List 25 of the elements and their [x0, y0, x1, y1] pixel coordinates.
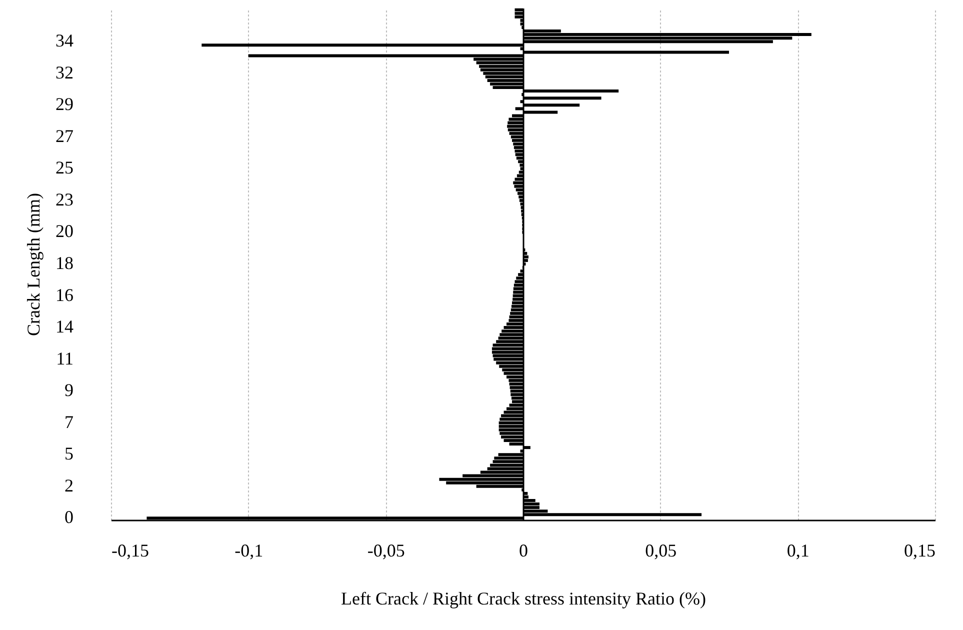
- y-tick-label: 11: [56, 348, 74, 368]
- y-tick-label: 5: [64, 444, 74, 464]
- x-tick-label: 0,15: [904, 540, 936, 560]
- x-tick-label: -0,05: [367, 540, 405, 560]
- y-tick-label: 34: [56, 30, 74, 51]
- x-tick-label: 0: [519, 540, 528, 560]
- y-axis-title: Crack Length (mm): [24, 193, 44, 336]
- y-tick-label: 18: [56, 253, 74, 273]
- y-tick-label: 32: [56, 62, 74, 82]
- y-tick-label: 14: [56, 316, 74, 337]
- y-tick-label: 23: [56, 189, 74, 210]
- x-tick-label: 0,1: [786, 540, 810, 560]
- x-tick-label: 0,05: [645, 540, 677, 560]
- x-axis-title: Left Crack / Right Crack stress intensity Ratio (%): [341, 588, 706, 608]
- x-tick-label: -0,1: [234, 540, 264, 560]
- y-tick-label: 20: [56, 221, 74, 242]
- x-tick-label: -0,15: [112, 540, 149, 560]
- y-tick-label: 27: [56, 126, 74, 146]
- y-tick-label: 7: [64, 412, 74, 432]
- y-tick-label: 2: [64, 475, 74, 496]
- y-tick-label: 16: [56, 284, 74, 305]
- y-tick-label: 9: [64, 380, 74, 400]
- y-tick-label: 29: [56, 94, 74, 114]
- y-tick-label: 25: [56, 158, 74, 178]
- y-tick-label: 0: [64, 507, 74, 528]
